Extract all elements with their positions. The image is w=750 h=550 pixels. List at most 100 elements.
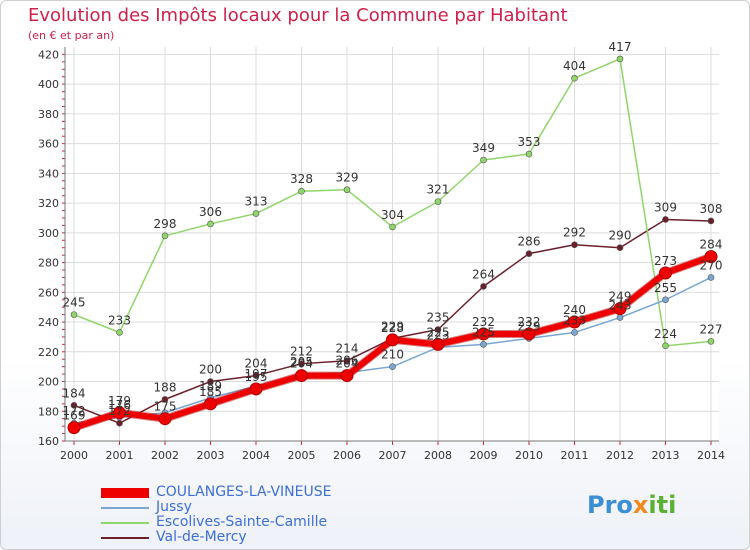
- data-point: [707, 338, 715, 345]
- data-point: [704, 250, 718, 264]
- data-point: [616, 314, 624, 321]
- data-point: [662, 342, 669, 350]
- data-point: [161, 232, 169, 240]
- data-label: 321: [427, 183, 450, 197]
- data-point: [161, 396, 169, 403]
- data-point: [204, 397, 217, 411]
- grid: [65, 47, 719, 442]
- legend-label: Jussy: [156, 499, 192, 515]
- data-point: [480, 283, 487, 290]
- data-point: [343, 357, 351, 365]
- data-label: 233: [108, 313, 131, 327]
- data-label: 284: [700, 238, 723, 252]
- data-point: [249, 382, 263, 396]
- data-label: 243: [609, 299, 632, 313]
- data-label: 240: [563, 303, 586, 317]
- data-point: [116, 419, 123, 427]
- data-point: [616, 55, 624, 63]
- data-label: 229: [381, 319, 404, 333]
- legend-label: Escolives-Sainte-Camille: [156, 514, 328, 530]
- x-tick-label: 2012: [606, 449, 634, 462]
- data-point: [480, 341, 487, 348]
- data-label: 212: [290, 345, 313, 359]
- data-point: [70, 402, 78, 409]
- data-label: 204: [245, 357, 268, 371]
- y-tick-label: 300: [38, 227, 59, 240]
- legend-swatch: [101, 537, 149, 539]
- data-label: 185: [199, 385, 222, 399]
- data-label: 189: [199, 379, 222, 393]
- legend-swatch: [101, 488, 149, 498]
- data-point: [659, 266, 672, 280]
- y-tick-label: 200: [38, 376, 59, 389]
- data-point: [207, 378, 214, 385]
- data-label: 172: [63, 404, 86, 418]
- y-tick-label: 340: [38, 167, 59, 180]
- data-label: 228: [381, 321, 404, 335]
- y-tick-label: 260: [38, 286, 59, 299]
- logo-part-3: iti: [648, 491, 677, 519]
- x-tick-label: 2008: [424, 449, 452, 462]
- legend-label: COULANGES-LA-VINEUSE: [156, 484, 332, 500]
- data-point: [386, 333, 399, 347]
- data-label: 232: [472, 315, 495, 329]
- data-point: [616, 244, 624, 252]
- data-point: [252, 372, 260, 379]
- data-label: 286: [518, 235, 541, 249]
- data-point: [252, 210, 260, 217]
- y-tick-label: 180: [38, 405, 59, 418]
- y-tick-label: 360: [38, 138, 59, 151]
- data-point: [389, 363, 396, 370]
- data-label: 205: [290, 355, 313, 369]
- data-point: [522, 327, 536, 341]
- data-point: [113, 406, 126, 420]
- data-label: 200: [199, 363, 222, 377]
- data-label: 175: [154, 400, 177, 414]
- data-point: [434, 198, 442, 205]
- data-label: 233: [563, 313, 586, 327]
- y-tick-label: 240: [38, 316, 59, 329]
- x-tick-label: 2000: [60, 449, 88, 462]
- data-point: [298, 360, 305, 367]
- series-lines: [67, 55, 718, 435]
- data-label: 223: [427, 328, 450, 342]
- data-label: 304: [381, 208, 404, 222]
- data-label: 224: [654, 327, 677, 341]
- x-tick-label: 2009: [470, 449, 498, 462]
- logo-part-1: Pro: [587, 491, 633, 519]
- data-label: 232: [518, 315, 541, 329]
- data-point: [298, 187, 305, 195]
- data-label: 313: [245, 195, 268, 209]
- data-point: [480, 156, 487, 164]
- y-tick-label: 400: [38, 78, 59, 91]
- axes: 160 180 200 220 240 260 280 300 320 340 360 380 400 4…: [38, 47, 725, 462]
- data-label: 169: [63, 409, 86, 423]
- data-point: [525, 150, 533, 158]
- data-point: [389, 223, 396, 231]
- data-label: 329: [336, 171, 359, 185]
- data-point: [613, 302, 627, 316]
- data-label: 229: [518, 319, 541, 333]
- x-tick-label: 2007: [379, 449, 407, 462]
- data-point: [477, 327, 490, 341]
- data-label: 172: [108, 404, 131, 418]
- data-label: 188: [154, 380, 177, 394]
- data-label: 264: [472, 267, 495, 281]
- data-label: 249: [609, 290, 632, 304]
- data-label: 328: [290, 172, 313, 186]
- data-label: 206: [336, 354, 359, 368]
- data-label: 197: [245, 367, 268, 381]
- x-tick-label: 2010: [515, 449, 543, 462]
- logo-part-2: x: [632, 491, 649, 519]
- y-tick-label: 160: [38, 435, 59, 448]
- legend-label: Val-de-Mercy: [156, 529, 247, 545]
- data-label: 235: [427, 310, 450, 324]
- y-tick-label: 220: [38, 346, 59, 359]
- data-point: [116, 329, 123, 336]
- data-label: 204: [290, 357, 313, 371]
- data-label: 292: [563, 226, 586, 240]
- data-label: 184: [63, 386, 86, 400]
- x-tick-label: 2001: [106, 449, 134, 462]
